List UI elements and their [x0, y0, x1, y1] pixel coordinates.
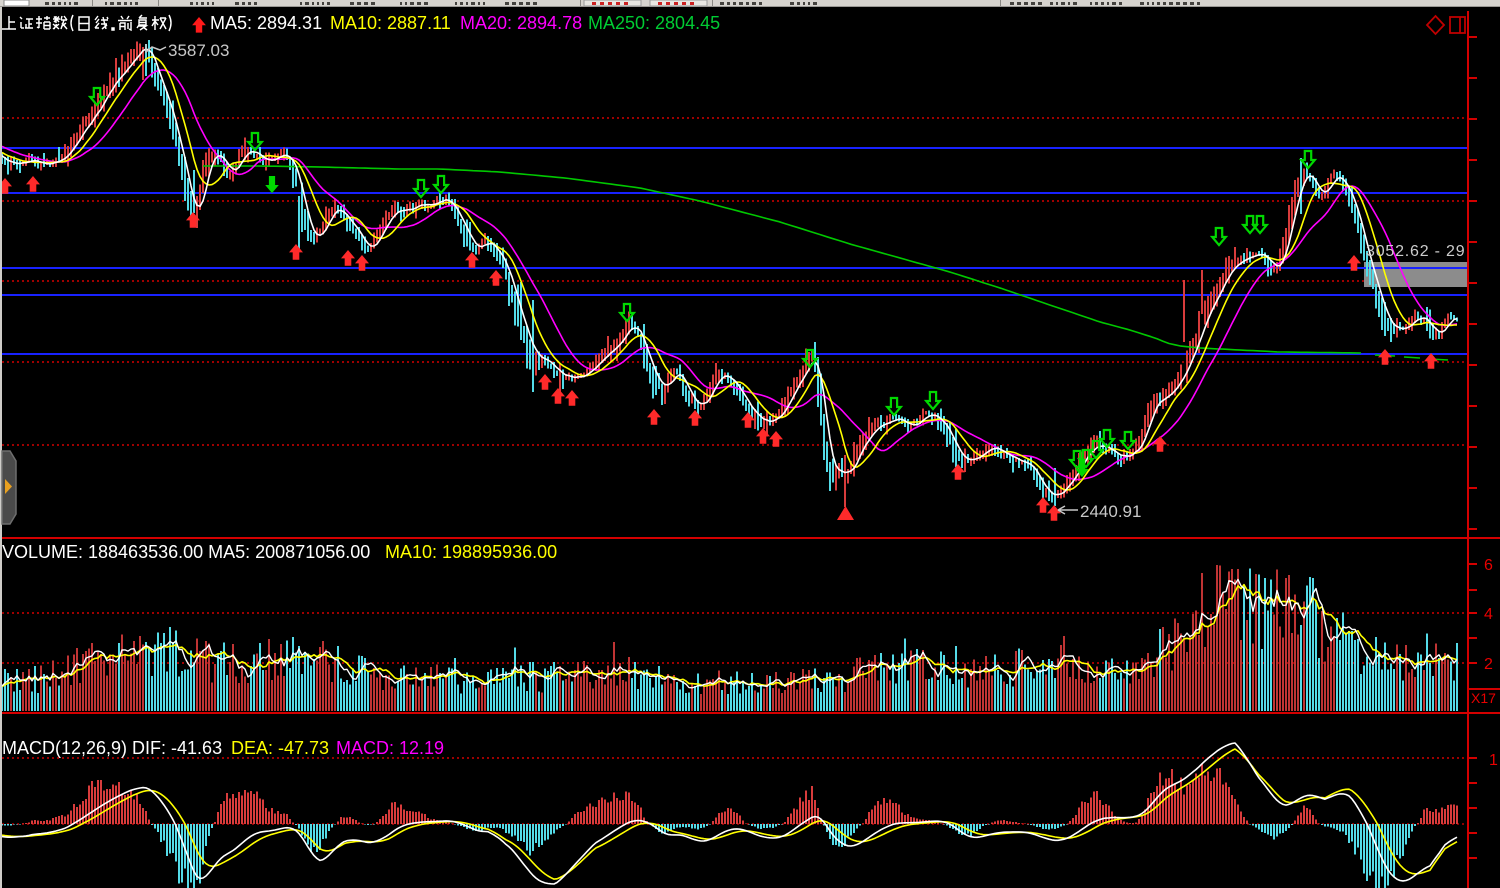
svg-text:MA250: 2804.45: MA250: 2804.45 [588, 13, 720, 33]
svg-text:MACD: 12.19: MACD: 12.19 [336, 738, 444, 758]
svg-text:X17: X17 [1471, 690, 1496, 706]
svg-text:4: 4 [1484, 606, 1493, 623]
svg-text:2440.91: 2440.91 [1080, 502, 1141, 521]
svg-text:MA20: 2894.78: MA20: 2894.78 [460, 13, 582, 33]
svg-text:MA10: 198895936.00: MA10: 198895936.00 [385, 542, 557, 562]
svg-text:3052.62 - 29: 3052.62 - 29 [1366, 243, 1465, 260]
svg-text:3587.03: 3587.03 [168, 41, 229, 60]
svg-text:MA10: 2887.11: MA10: 2887.11 [330, 13, 451, 33]
svg-text:6: 6 [1484, 557, 1493, 574]
svg-text:VOLUME: 188463536.00 MA5: 200: VOLUME: 188463536.00 MA5: 200871056.00 [2, 542, 370, 562]
svg-text:DEA: -47.73: DEA: -47.73 [231, 738, 329, 758]
svg-text:MACD(12,26,9) DIF: -41.63: MACD(12,26,9) DIF: -41.63 [2, 738, 222, 758]
svg-text:1: 1 [1489, 752, 1498, 769]
svg-text:MA5: 2894.31: MA5: 2894.31 [210, 13, 322, 33]
svg-text:2: 2 [1484, 656, 1493, 673]
